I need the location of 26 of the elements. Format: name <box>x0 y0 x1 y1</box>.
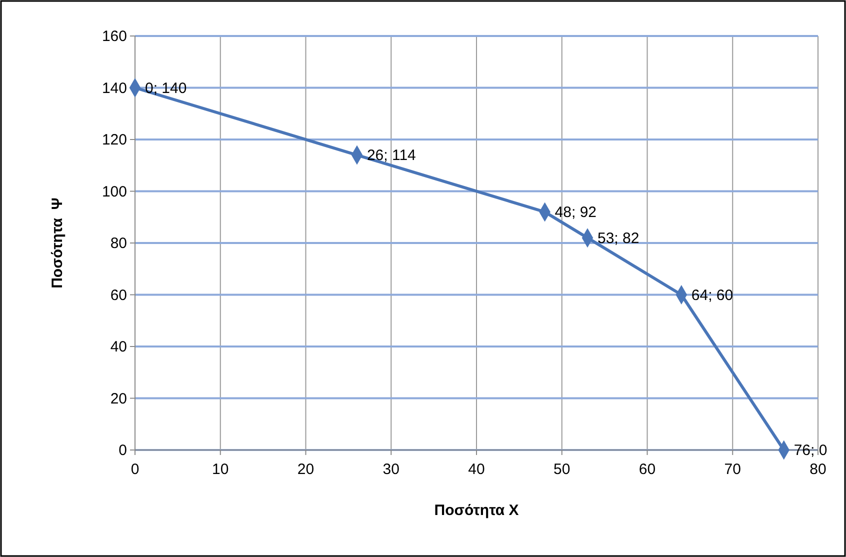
x-tick-label: 10 <box>212 461 229 478</box>
y-axis-title: Ποσότητα Ψ <box>49 198 66 288</box>
x-tick-label: 80 <box>810 461 826 478</box>
y-tick-label: 100 <box>102 183 127 200</box>
x-axis-title: Ποσότητα Χ <box>434 502 519 519</box>
y-tick-label: 20 <box>110 390 127 408</box>
x-tick-label: 40 <box>468 461 485 478</box>
data-label: 0; 140 <box>145 80 187 97</box>
x-tick-label: 30 <box>382 461 400 478</box>
y-tick-label: 80 <box>110 235 127 252</box>
x-tick-label: 20 <box>297 461 314 478</box>
x-tick-label: 50 <box>554 461 570 478</box>
data-label: 64; 60 <box>691 286 734 304</box>
y-tick-label: 60 <box>110 286 127 304</box>
y-tick-label: 140 <box>102 80 127 97</box>
y-tick-label: 0 <box>118 442 127 459</box>
data-label: 76; 0 <box>794 442 828 459</box>
x-tick-label: 70 <box>724 461 741 478</box>
x-tick-label: 60 <box>638 461 656 478</box>
data-label: 48; 92 <box>554 204 597 221</box>
y-tick-label: 160 <box>102 28 127 45</box>
data-label: 53; 82 <box>597 230 640 247</box>
y-tick-label: 40 <box>110 338 127 356</box>
data-label: 26; 114 <box>366 147 416 164</box>
y-tick-label: 120 <box>102 132 127 148</box>
x-tick-label: 0 <box>130 461 140 478</box>
